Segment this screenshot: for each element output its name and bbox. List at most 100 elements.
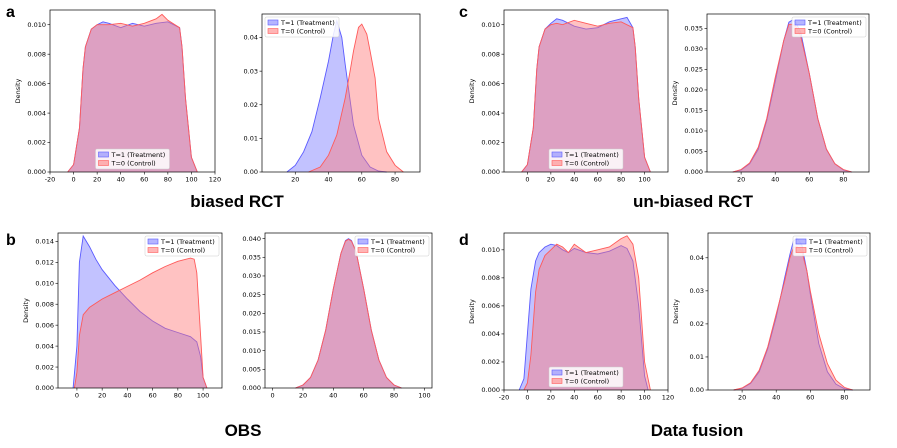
legend-swatch-treatment	[267, 19, 279, 26]
line-control	[295, 238, 402, 389]
x-tick-label: 80	[174, 392, 182, 400]
y-tick-label: 0.006	[481, 80, 500, 88]
chart-a1: -20 0 20 40 60 80 100 120 0.000 0.002 0.004 0.006 0.…	[14, 9, 221, 184]
y-tick-label: 0.006	[27, 80, 46, 88]
x-tick-label: 40	[771, 176, 779, 184]
y-tick-label: 0.03	[244, 67, 258, 75]
x-tick-label: 60	[806, 394, 814, 402]
legend-label-treatment: T=1 (Treatment)	[564, 369, 619, 377]
y-tick-label: 0.03	[690, 287, 704, 295]
legend-swatch-treatment	[357, 238, 369, 245]
legend-label-treatment: T=1 (Treatment)	[160, 238, 215, 246]
axes-frame	[706, 13, 870, 173]
x-tick-label: 80	[617, 176, 625, 184]
chart-d1: -20 0 20 40 60 80 100 120 0.000 0.002 0.004 0.006 0.…	[468, 232, 674, 402]
y-tick-label: 0.020	[242, 310, 261, 318]
legend-label-control: T=0 (Control)	[111, 159, 156, 167]
x-tick-label: 20	[737, 176, 745, 184]
panel-letter-d: d	[459, 232, 469, 249]
x-tick-label: 40	[324, 176, 332, 184]
y-tick-label: 0.00	[244, 168, 258, 176]
legend-swatch-treatment	[98, 151, 109, 158]
chart-b2: 0 20 40 60 80 100 0.000 0.005 0.010 0.015 0.020 0.0…	[242, 232, 433, 400]
x-tick-label: 100	[197, 392, 209, 400]
area-control	[67, 14, 198, 173]
x-tick-label: 60	[358, 176, 366, 184]
y-tick-label: 0.035	[242, 253, 261, 261]
legend: T=1 (Treatment)T=0 (Control)	[791, 16, 867, 38]
y-tick-label: 0.025	[242, 291, 261, 299]
legend: T=1 (Treatment)T=0 (Control)	[95, 148, 170, 170]
legend-label-treatment: T=1 (Treatment)	[564, 151, 619, 159]
legend-swatch-control	[551, 378, 563, 384]
legend-label-treatment: T=1 (Treatment)	[808, 238, 863, 246]
x-tick-label: 80	[839, 176, 847, 184]
title-obs: OBS	[225, 421, 262, 440]
legend-label-control: T=0 (Control)	[370, 246, 415, 254]
x-tick-label: 20	[291, 176, 299, 184]
area-control	[308, 24, 404, 172]
y-axis-label: Density	[14, 78, 22, 103]
line-control	[308, 23, 404, 173]
area-control	[733, 246, 853, 390]
legend-label-control: T=0 (Control)	[564, 159, 609, 167]
x-tick-label: 40	[123, 392, 131, 400]
area-treatment	[519, 244, 649, 390]
chart-a2: 20 40 60 80 0.00 0.01 0.02 0.03 0.04 T=1 (Treatme…	[244, 13, 421, 184]
y-axis-label: Density	[468, 78, 476, 103]
y-tick-label: 0.006	[35, 321, 54, 329]
legend-label-control: T=0 (Control)	[808, 246, 853, 254]
legend-box	[144, 235, 220, 257]
y-tick-label: 0.000	[684, 168, 703, 176]
legend: T=1 (Treatment)T=0 (Control)	[354, 235, 430, 257]
chart-c1: 0 20 40 60 80 100 0.000 0.002 0.004 0.006 0.008 0.0…	[468, 9, 669, 184]
area-treatment	[733, 238, 853, 390]
y-tick-label: 0.030	[242, 272, 261, 280]
y-axis-label: Density	[672, 299, 680, 324]
legend-label-control: T=0 (Control)	[807, 27, 852, 35]
y-tick-label: 0.020	[684, 86, 703, 94]
x-tick-label: 80	[840, 394, 848, 402]
axes-frame	[707, 232, 871, 391]
line-treatment	[72, 234, 208, 389]
legend-swatch-control	[794, 28, 806, 34]
panel-letter-a: a	[6, 4, 15, 21]
legend-label-treatment: T=1 (Treatment)	[111, 151, 166, 159]
legend-box	[264, 16, 340, 38]
y-tick-label: 0.015	[242, 328, 261, 336]
x-tick-label: 40	[329, 392, 337, 400]
title-unbiased-rct: un-biased RCT	[633, 192, 754, 211]
y-tick-label: 0.012	[35, 259, 54, 267]
y-tick-label: 0.010	[35, 279, 54, 287]
area-control	[295, 239, 402, 388]
y-tick-label: 0.002	[27, 139, 46, 147]
line-control	[521, 19, 651, 173]
axes-frame	[49, 9, 216, 173]
x-tick-label: 60	[805, 176, 813, 184]
area-treatment	[521, 17, 651, 173]
x-tick-label: 40	[570, 394, 578, 402]
y-tick-label: 0.006	[481, 302, 500, 310]
y-tick-label: 0.01	[690, 353, 704, 361]
legend-swatch-treatment	[551, 151, 563, 158]
x-tick-label: 0	[72, 176, 76, 184]
y-tick-label: 0.014	[35, 238, 54, 246]
legend-swatch-treatment	[147, 238, 159, 245]
legend-swatch-control	[98, 160, 109, 166]
area-control	[74, 258, 207, 388]
x-tick-label: 80	[391, 176, 399, 184]
y-tick-label: 0.000	[481, 168, 500, 176]
legend: T=1 (Treatment)T=0 (Control)	[144, 235, 220, 257]
x-tick-label: 40	[117, 176, 125, 184]
x-tick-label: 100	[638, 394, 650, 402]
y-tick-label: 0.010	[481, 21, 500, 29]
x-tick-label: 0	[271, 392, 275, 400]
x-tick-label: 60	[360, 392, 368, 400]
x-tick-label: 120	[209, 176, 221, 184]
x-tick-label: 60	[148, 392, 156, 400]
legend-label-treatment: T=1 (Treatment)	[280, 19, 335, 27]
title-data-fusion: Data fusion	[651, 421, 744, 440]
y-tick-label: 0.002	[481, 139, 500, 147]
y-tick-label: 0.01	[244, 135, 258, 143]
y-tick-label: 0.04	[690, 254, 704, 262]
